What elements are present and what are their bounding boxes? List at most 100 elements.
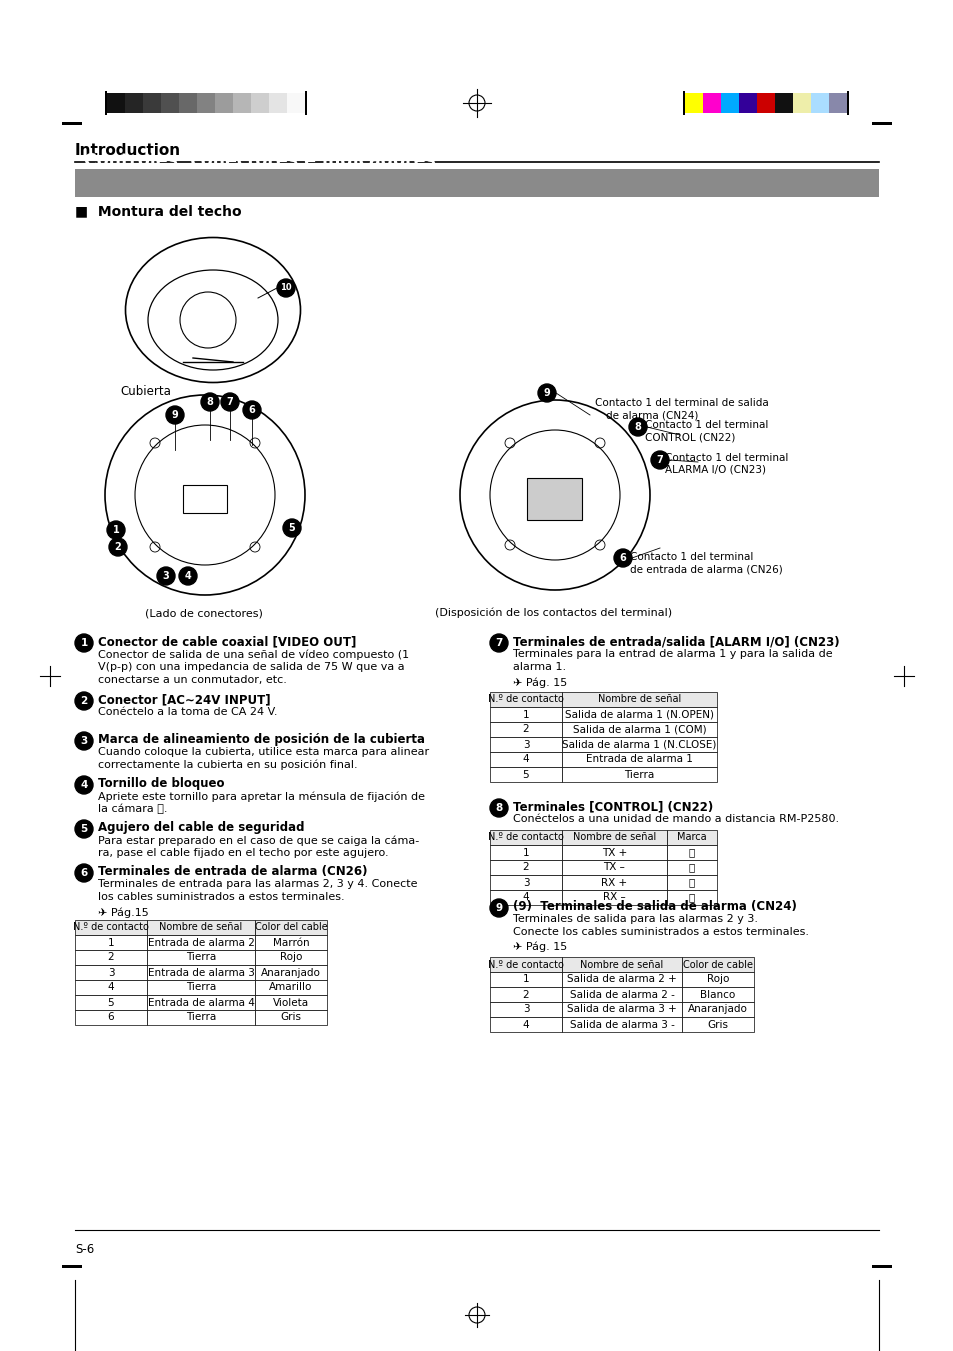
Bar bbox=[561, 957, 681, 971]
Text: 8: 8 bbox=[634, 422, 640, 432]
Text: Ⓓ: Ⓓ bbox=[688, 893, 695, 902]
Text: 2: 2 bbox=[522, 862, 529, 873]
Text: Controles, conectores e indicadores: Controles, conectores e indicadores bbox=[84, 153, 436, 170]
Bar bbox=[305, 91, 307, 115]
Bar bbox=[490, 971, 561, 988]
Bar bbox=[62, 122, 82, 126]
Text: 1: 1 bbox=[522, 974, 529, 985]
Circle shape bbox=[201, 393, 219, 411]
Bar bbox=[828, 93, 846, 113]
Bar bbox=[147, 935, 254, 950]
Bar bbox=[179, 93, 196, 113]
Text: RX +: RX + bbox=[600, 878, 627, 888]
Circle shape bbox=[490, 634, 507, 653]
Text: 5: 5 bbox=[80, 824, 88, 834]
Bar bbox=[561, 830, 666, 844]
Text: Cubierta: Cubierta bbox=[120, 385, 171, 399]
Bar bbox=[561, 767, 717, 782]
Circle shape bbox=[75, 820, 92, 838]
Text: (Disposición de los contactos del terminal): (Disposición de los contactos del termin… bbox=[435, 608, 672, 619]
Text: ALARMA I/O (CN23): ALARMA I/O (CN23) bbox=[664, 465, 765, 476]
Circle shape bbox=[283, 519, 301, 536]
Bar bbox=[720, 93, 739, 113]
Bar bbox=[254, 979, 327, 994]
Text: Terminales de entrada/salida [ALARM I/O] (CN23): Terminales de entrada/salida [ALARM I/O]… bbox=[513, 635, 839, 648]
Text: Apriete este tornillo para apretar la ménsula de fijación de: Apriete este tornillo para apretar la mé… bbox=[98, 790, 424, 801]
Bar bbox=[75, 994, 147, 1011]
Text: Violeta: Violeta bbox=[273, 997, 309, 1008]
Text: Entrada de alarma 3: Entrada de alarma 3 bbox=[148, 967, 254, 978]
Bar bbox=[62, 1265, 82, 1269]
Bar bbox=[254, 1011, 327, 1025]
Bar bbox=[684, 93, 702, 113]
Bar bbox=[561, 1002, 681, 1017]
Text: ✈ Pág. 15: ✈ Pág. 15 bbox=[513, 942, 567, 952]
Text: Tierra: Tierra bbox=[186, 952, 216, 962]
Text: Conector de salida de una señal de vídeo compuesto (1: Conector de salida de una señal de vídeo… bbox=[98, 648, 409, 659]
Text: 4: 4 bbox=[522, 1020, 529, 1029]
Text: Contacto 1 del terminal de salida: Contacto 1 del terminal de salida bbox=[595, 399, 768, 408]
Text: alarma 1.: alarma 1. bbox=[513, 662, 565, 671]
Text: Agujero del cable de seguridad: Agujero del cable de seguridad bbox=[98, 821, 304, 834]
Bar bbox=[490, 692, 561, 707]
Text: ■  Montura del techo: ■ Montura del techo bbox=[75, 204, 241, 218]
Bar bbox=[75, 920, 147, 935]
Text: Contacto 1 del terminal: Contacto 1 del terminal bbox=[644, 420, 767, 430]
Circle shape bbox=[75, 634, 92, 653]
Bar bbox=[666, 875, 717, 890]
Text: Color del cable: Color del cable bbox=[254, 923, 327, 932]
Text: 9: 9 bbox=[543, 388, 550, 399]
Bar bbox=[196, 93, 214, 113]
Bar bbox=[810, 93, 828, 113]
Bar bbox=[561, 988, 681, 1002]
Text: la cámara Ⓑ.: la cámara Ⓑ. bbox=[98, 804, 168, 815]
Text: Salida de alarma 2 +: Salida de alarma 2 + bbox=[566, 974, 677, 985]
Text: V(p-p) con una impedancia de salida de 75 W que va a: V(p-p) con una impedancia de salida de 7… bbox=[98, 662, 404, 671]
Text: 3: 3 bbox=[522, 739, 529, 750]
Text: 2: 2 bbox=[522, 724, 529, 735]
Bar bbox=[147, 950, 254, 965]
Bar bbox=[739, 93, 757, 113]
Bar bbox=[254, 994, 327, 1011]
Bar bbox=[666, 830, 717, 844]
Text: (9)  Terminales de salida de alarma (CN24): (9) Terminales de salida de alarma (CN24… bbox=[513, 900, 796, 913]
Text: Tierra: Tierra bbox=[623, 770, 654, 780]
Text: Gris: Gris bbox=[707, 1020, 728, 1029]
Text: N.º de contacto: N.º de contacto bbox=[488, 832, 563, 843]
Text: ✈ Pág. 15: ✈ Pág. 15 bbox=[513, 677, 567, 688]
Text: de entrada de alarma (CN26): de entrada de alarma (CN26) bbox=[629, 563, 781, 574]
Bar bbox=[214, 93, 233, 113]
Circle shape bbox=[628, 417, 646, 436]
Bar bbox=[251, 93, 269, 113]
Text: Anaranjado: Anaranjado bbox=[687, 1005, 747, 1015]
Text: Color de cable: Color de cable bbox=[682, 959, 752, 970]
Bar bbox=[75, 169, 878, 197]
Text: Ⓒ: Ⓒ bbox=[688, 878, 695, 888]
Text: Anaranjado: Anaranjado bbox=[261, 967, 320, 978]
Bar bbox=[490, 738, 561, 753]
Bar bbox=[161, 93, 179, 113]
Bar bbox=[561, 721, 717, 738]
Text: de alarma (CN24): de alarma (CN24) bbox=[605, 409, 698, 420]
Bar bbox=[666, 890, 717, 905]
Bar bbox=[490, 707, 561, 721]
Bar bbox=[269, 93, 287, 113]
Bar bbox=[107, 93, 125, 113]
Bar bbox=[490, 830, 561, 844]
Text: los cables suministrados a estos terminales.: los cables suministrados a estos termina… bbox=[98, 892, 344, 902]
Bar bbox=[561, 707, 717, 721]
Circle shape bbox=[157, 567, 174, 585]
Text: Rojo: Rojo bbox=[279, 952, 302, 962]
Circle shape bbox=[75, 865, 92, 882]
Text: 2: 2 bbox=[522, 989, 529, 1000]
Bar bbox=[561, 753, 717, 767]
Text: 9: 9 bbox=[172, 409, 178, 420]
Text: Salida de alarma 1 (COM): Salida de alarma 1 (COM) bbox=[572, 724, 705, 735]
Circle shape bbox=[490, 798, 507, 817]
Bar bbox=[702, 93, 720, 113]
Text: Conecte los cables suministrados a estos terminales.: Conecte los cables suministrados a estos… bbox=[513, 927, 808, 938]
Text: N.º de contacto: N.º de contacto bbox=[488, 959, 563, 970]
Bar bbox=[490, 753, 561, 767]
Text: Contacto 1 del terminal: Contacto 1 del terminal bbox=[629, 553, 753, 562]
Text: 5: 5 bbox=[522, 770, 529, 780]
